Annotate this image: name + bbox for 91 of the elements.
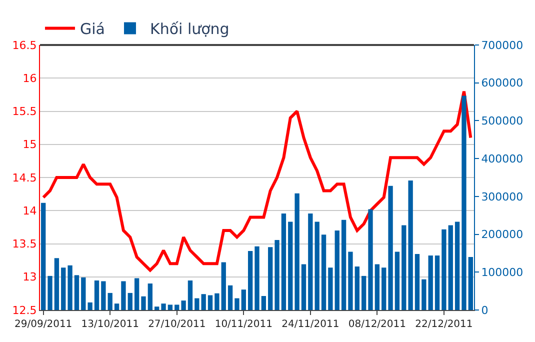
y2-tick-label: 200000 (481, 228, 524, 242)
y2-tick-label: 0 (481, 304, 488, 317)
bar (61, 268, 66, 310)
bar (241, 290, 246, 310)
bar (308, 213, 313, 310)
y2-tick-label: 700000 (481, 38, 524, 52)
x-tick-label: 08/12/2011 (348, 319, 406, 330)
bar (41, 202, 46, 310)
bar (314, 222, 320, 310)
y2-tick-label: 400000 (481, 152, 524, 166)
y-tick-label: 12.5 (12, 304, 37, 317)
bar (462, 96, 466, 310)
x-tick-label: 10/11/2011 (214, 319, 272, 330)
bar (208, 295, 213, 310)
bar (194, 298, 200, 310)
y2-tick-label: 100000 (481, 266, 524, 279)
bar (288, 222, 293, 310)
line-series (42, 90, 472, 272)
bar (94, 280, 100, 310)
bar (148, 284, 153, 310)
bar (374, 264, 380, 310)
y2-tick-label: 300000 (481, 190, 524, 204)
bar (354, 266, 360, 310)
bar (394, 252, 400, 310)
bar (328, 268, 333, 310)
y-tick-label: 14.5 (12, 171, 37, 184)
legend-label: Giá (80, 20, 105, 38)
bar (214, 293, 220, 310)
x-tick-label: 22/12/2011 (415, 319, 473, 330)
bar (408, 180, 413, 310)
bar (74, 275, 80, 310)
bar (254, 246, 260, 310)
bar (88, 302, 92, 310)
bar (341, 220, 346, 310)
legend-label: Khối lượng (150, 20, 230, 38)
bar (281, 213, 286, 310)
bar (221, 262, 226, 310)
bar (168, 304, 173, 310)
bar (161, 304, 166, 310)
bar (114, 304, 120, 310)
bar (348, 252, 353, 310)
bar (388, 186, 393, 310)
bar (334, 230, 340, 310)
bar (414, 254, 420, 310)
bar (174, 304, 180, 310)
bar (248, 250, 253, 310)
bar (134, 278, 140, 310)
bar (108, 292, 112, 310)
bar (188, 280, 193, 310)
bar (368, 209, 373, 310)
bar (268, 247, 273, 310)
bar (448, 225, 453, 310)
y-tick-label: 16 (22, 72, 37, 85)
y-tick-label: 15 (22, 138, 37, 152)
x-tick-label: 24/11/2011 (282, 319, 340, 330)
bar (428, 255, 433, 310)
bar (442, 229, 446, 310)
bar (154, 306, 160, 310)
bar (234, 298, 240, 310)
x-tick-label: 13/10/2011 (81, 319, 139, 330)
bar (422, 279, 426, 310)
bar (261, 296, 266, 310)
bar (454, 222, 460, 310)
bar (402, 225, 406, 310)
bar (294, 193, 300, 310)
y-tick-label: 14 (22, 204, 37, 218)
bar (68, 265, 72, 310)
bar (101, 281, 106, 310)
y2-tick-label: 600000 (481, 76, 524, 90)
x-tick-label: 27/10/2011 (148, 319, 206, 330)
bar (361, 276, 366, 310)
y-tick-label: 13.5 (12, 238, 37, 251)
bar (382, 268, 386, 310)
x-tick-label: 29/09/2011 (14, 319, 72, 330)
bar (274, 240, 280, 310)
y-tick-label: 13 (22, 270, 37, 284)
bar (128, 292, 132, 310)
y-tick-label: 15.5 (12, 105, 37, 118)
bar (201, 294, 206, 310)
bar (54, 258, 60, 310)
bar (434, 255, 440, 310)
y2-tick-label: 500000 (481, 114, 524, 128)
bar (228, 285, 233, 310)
bar (321, 234, 326, 310)
bar (121, 281, 126, 310)
bar (181, 300, 186, 310)
bar (48, 276, 52, 310)
bar (141, 296, 146, 310)
bar (301, 264, 306, 310)
bar (81, 277, 86, 310)
y-tick-label: 16.5 (12, 38, 37, 52)
